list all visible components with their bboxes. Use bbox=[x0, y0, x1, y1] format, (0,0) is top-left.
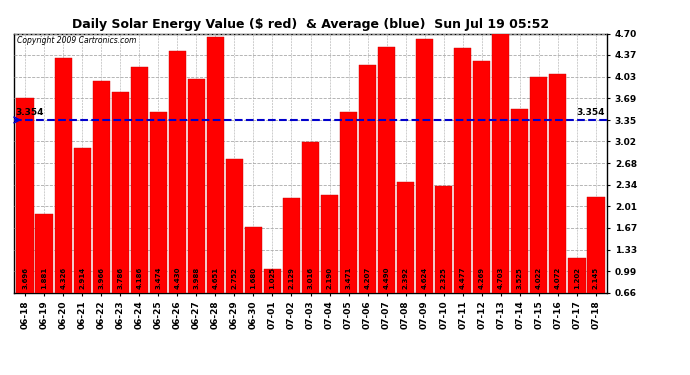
Bar bbox=[264, 269, 282, 292]
Text: 4.207: 4.207 bbox=[364, 267, 371, 289]
Text: 1.202: 1.202 bbox=[574, 267, 580, 289]
Bar bbox=[207, 37, 224, 292]
Bar bbox=[188, 80, 205, 292]
Text: 3.525: 3.525 bbox=[517, 267, 523, 289]
Text: 4.490: 4.490 bbox=[384, 267, 390, 289]
Text: 4.269: 4.269 bbox=[479, 267, 484, 289]
Bar bbox=[112, 92, 129, 292]
Bar bbox=[587, 197, 604, 292]
Bar bbox=[492, 33, 509, 292]
Bar bbox=[92, 81, 110, 292]
Text: 4.022: 4.022 bbox=[535, 267, 542, 289]
Bar bbox=[245, 227, 262, 292]
Bar bbox=[511, 109, 529, 292]
Text: 4.072: 4.072 bbox=[555, 267, 561, 289]
Text: 1.680: 1.680 bbox=[250, 267, 257, 289]
Bar bbox=[359, 65, 376, 292]
Bar bbox=[339, 112, 357, 292]
Text: 2.752: 2.752 bbox=[231, 267, 237, 289]
Bar bbox=[35, 214, 53, 292]
Text: 1.025: 1.025 bbox=[270, 267, 275, 289]
Text: 2.914: 2.914 bbox=[79, 267, 86, 289]
Bar bbox=[302, 142, 319, 292]
Bar bbox=[397, 182, 414, 292]
Text: Copyright 2009 Cartronics.com: Copyright 2009 Cartronics.com bbox=[17, 36, 136, 45]
Text: 3.016: 3.016 bbox=[308, 267, 313, 289]
Bar bbox=[74, 148, 91, 292]
Text: 4.624: 4.624 bbox=[422, 267, 428, 289]
Bar bbox=[435, 186, 453, 292]
Bar bbox=[473, 62, 491, 292]
Bar bbox=[549, 74, 566, 292]
Bar bbox=[130, 67, 148, 292]
Bar bbox=[454, 48, 471, 292]
Text: 2.190: 2.190 bbox=[326, 267, 333, 289]
Bar bbox=[568, 258, 586, 292]
Text: 4.703: 4.703 bbox=[497, 267, 504, 289]
Text: 3.696: 3.696 bbox=[22, 267, 28, 289]
Text: 3.354: 3.354 bbox=[16, 108, 44, 117]
Text: 2.325: 2.325 bbox=[441, 267, 446, 289]
Text: 4.326: 4.326 bbox=[60, 267, 66, 289]
Bar bbox=[150, 112, 167, 292]
Text: 3.966: 3.966 bbox=[98, 267, 104, 289]
Bar bbox=[416, 39, 433, 292]
Text: 3.354: 3.354 bbox=[577, 108, 605, 117]
Text: 2.392: 2.392 bbox=[402, 267, 408, 289]
Bar bbox=[226, 159, 243, 292]
Bar bbox=[530, 77, 547, 292]
Text: 1.881: 1.881 bbox=[41, 267, 47, 289]
Title: Daily Solar Energy Value ($ red)  & Average (blue)  Sun Jul 19 05:52: Daily Solar Energy Value ($ red) & Avera… bbox=[72, 18, 549, 31]
Bar bbox=[17, 98, 34, 292]
Text: 2.145: 2.145 bbox=[593, 267, 599, 289]
Text: 3.988: 3.988 bbox=[193, 267, 199, 289]
Text: 2.129: 2.129 bbox=[288, 267, 295, 289]
Text: 4.477: 4.477 bbox=[460, 267, 466, 289]
Bar bbox=[378, 47, 395, 292]
Text: 3.471: 3.471 bbox=[346, 267, 351, 289]
Text: 3.474: 3.474 bbox=[155, 267, 161, 289]
Bar bbox=[321, 195, 338, 292]
Text: 4.430: 4.430 bbox=[175, 267, 180, 289]
Bar bbox=[168, 51, 186, 292]
Text: 3.786: 3.786 bbox=[117, 267, 124, 289]
Bar bbox=[55, 58, 72, 292]
Bar bbox=[283, 198, 300, 292]
Text: 4.651: 4.651 bbox=[213, 267, 219, 289]
Text: 4.186: 4.186 bbox=[137, 267, 142, 289]
